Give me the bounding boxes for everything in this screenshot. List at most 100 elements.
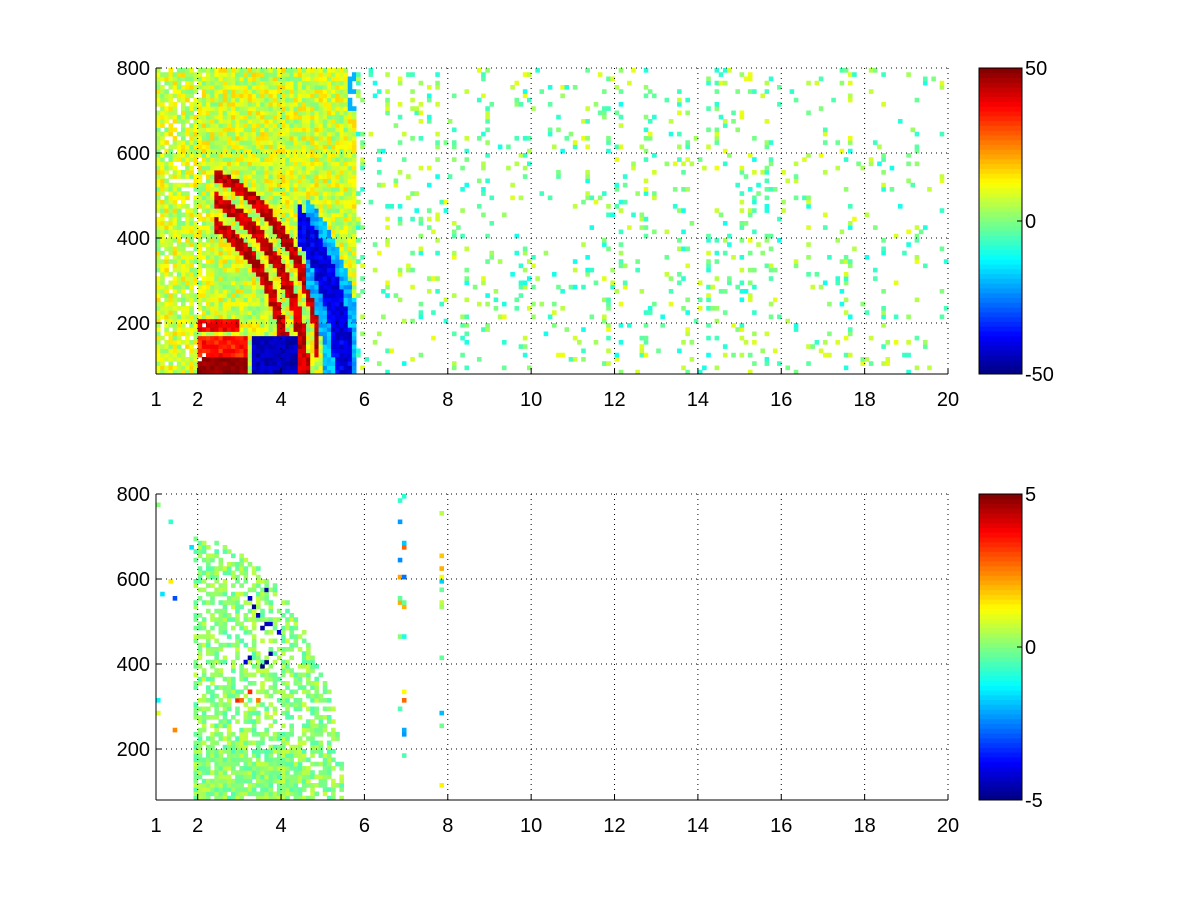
heatmap-cell: [360, 97, 365, 103]
y-tick-label: 400: [117, 228, 150, 250]
heatmap-cell: [322, 259, 328, 264]
heatmap-cell: [614, 110, 620, 116]
heatmap-cell: [326, 174, 332, 179]
heatmap-cell: [251, 664, 257, 669]
heatmap-cell: [906, 314, 911, 320]
heatmap-cell: [197, 123, 203, 128]
heatmap-cell: [197, 127, 203, 133]
colorbar-segment: [979, 139, 1022, 145]
heatmap-cell: [243, 229, 249, 235]
heatmap-cell: [222, 148, 228, 154]
heatmap-cell: [426, 165, 432, 171]
heatmap-cell: [210, 361, 215, 366]
heatmap-cell: [614, 157, 620, 162]
heatmap-cell: [156, 170, 161, 175]
heatmap-cell: [297, 157, 303, 162]
heatmap-cell: [222, 369, 228, 375]
heatmap-cell: [214, 310, 219, 315]
heatmap-cell: [268, 144, 274, 150]
heatmap-cell: [235, 744, 240, 750]
heatmap-cell: [777, 314, 782, 320]
heatmap-cell: [768, 161, 774, 167]
heatmap-cell: [301, 344, 307, 349]
heatmap-cell: [201, 153, 207, 158]
heatmap-cell: [522, 267, 528, 273]
heatmap-cell: [218, 613, 224, 618]
heatmap-cell: [289, 340, 294, 345]
heatmap-cell: [247, 740, 253, 746]
heatmap-cell: [206, 97, 211, 103]
heatmap-cell: [764, 361, 770, 366]
heatmap-cell: [239, 229, 244, 235]
heatmap-cell: [193, 536, 199, 542]
heatmap-cell: [322, 170, 328, 175]
heatmap-cell: [314, 344, 319, 349]
heatmap-cell: [210, 284, 215, 290]
heatmap-cell: [264, 212, 269, 218]
heatmap-cell: [285, 114, 290, 120]
heatmap-cell: [322, 97, 328, 103]
heatmap-cell: [218, 140, 224, 145]
heatmap-cell: [301, 297, 307, 303]
heatmap-cell: [347, 182, 353, 188]
heatmap-cell: [297, 221, 303, 226]
heatmap-cell: [397, 267, 403, 273]
heatmap-cell: [189, 545, 194, 550]
heatmap-cell: [785, 318, 790, 324]
heatmap-cell: [231, 221, 236, 226]
heatmap-cell: [581, 136, 586, 141]
heatmap-cell: [318, 331, 324, 337]
heatmap-cell: [326, 310, 332, 315]
heatmap-cell: [347, 144, 353, 150]
heatmap-cell: [643, 157, 649, 162]
heatmap-cell: [251, 161, 257, 167]
heatmap-cell: [226, 749, 232, 754]
heatmap-cell: [214, 199, 219, 205]
heatmap-cell: [318, 263, 324, 269]
heatmap-cell: [310, 369, 315, 375]
heatmap-cell: [189, 80, 194, 86]
heatmap-cell: [210, 233, 215, 239]
heatmap-cell: [631, 68, 636, 73]
heatmap-cell: [206, 562, 211, 567]
heatmap-cell: [343, 153, 349, 158]
heatmap-cell: [264, 89, 269, 94]
heatmap-cell: [239, 233, 244, 239]
heatmap-cell: [193, 617, 199, 622]
heatmap-cell: [335, 106, 340, 111]
heatmap-cell: [285, 233, 290, 239]
heatmap-cell: [297, 123, 303, 128]
heatmap-cell: [297, 80, 303, 86]
heatmap-cell: [197, 131, 203, 137]
heatmap-cell: [356, 238, 361, 243]
heatmap-cell: [314, 157, 319, 162]
heatmap-cell: [818, 106, 824, 111]
heatmap-cell: [235, 263, 240, 269]
heatmap-cell: [231, 310, 236, 315]
heatmap-cell: [156, 72, 161, 77]
heatmap-cell: [276, 187, 282, 192]
heatmap-cell: [226, 783, 232, 788]
heatmap-cell: [193, 225, 199, 230]
heatmap-cell: [410, 284, 415, 290]
heatmap-cell: [160, 250, 165, 256]
heatmap-cell: [231, 68, 236, 73]
heatmap-cell: [160, 314, 165, 320]
heatmap-cell: [356, 93, 361, 99]
heatmap-cell: [768, 267, 774, 273]
heatmap-cell: [522, 93, 528, 99]
heatmap-cell: [847, 225, 853, 230]
heatmap-cell: [235, 361, 240, 366]
heatmap-cell: [322, 208, 328, 213]
heatmap-cell: [297, 276, 303, 281]
heatmap-cell: [522, 344, 528, 349]
heatmap-cell: [677, 238, 682, 243]
heatmap-cell: [222, 89, 228, 94]
heatmap-cell: [326, 344, 332, 349]
heatmap-cell: [293, 357, 299, 362]
colorbar-segment: [979, 359, 1022, 365]
heatmap-cell: [343, 352, 349, 358]
heatmap-cell: [306, 165, 311, 171]
heatmap-cell: [172, 344, 178, 349]
heatmap-cell: [181, 365, 186, 371]
